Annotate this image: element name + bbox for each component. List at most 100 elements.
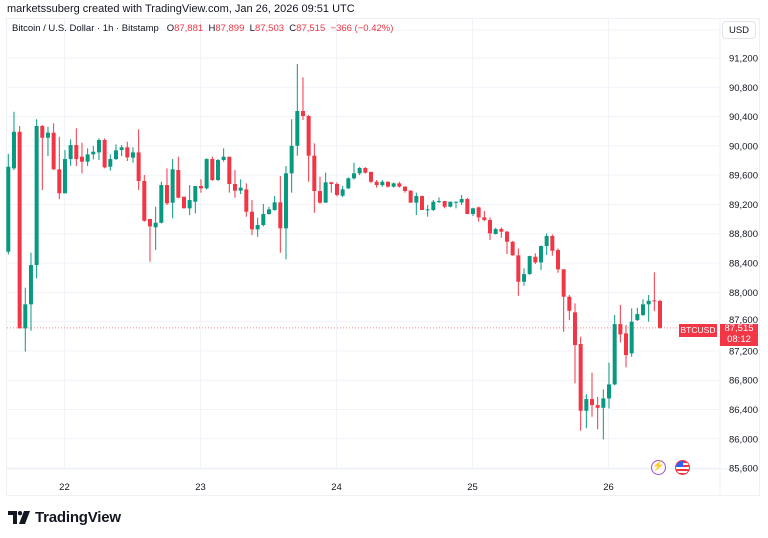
y-tick-label: 89,600 [729, 171, 758, 182]
candle-up [470, 208, 475, 215]
lightning-icon[interactable]: ⚡ [651, 460, 666, 475]
candle-up [159, 185, 164, 223]
candle-up [607, 384, 612, 399]
low-value: 87,503 [254, 23, 285, 34]
candle-up [221, 156, 226, 161]
candle-down [57, 169, 62, 194]
candle-down [408, 190, 413, 203]
ticker-label: BTCUSD [679, 323, 717, 337]
candle-down [442, 201, 447, 207]
candles [6, 64, 663, 440]
high-label: H [208, 23, 216, 34]
candle-up [448, 201, 453, 207]
candle-down [40, 126, 45, 138]
candle-up [527, 256, 532, 275]
candle-up [544, 236, 549, 247]
y-tick-label: 87,600 [729, 315, 758, 326]
candle-down [278, 202, 283, 229]
candle-down [210, 159, 215, 180]
candle-up [612, 324, 617, 385]
candle-up [255, 225, 260, 230]
candle-up [425, 209, 430, 211]
candle-down [368, 172, 373, 182]
candle-down [142, 181, 147, 221]
candle-down [17, 131, 22, 329]
candle-down [465, 199, 470, 215]
candle-down [618, 324, 623, 335]
candle-down [419, 196, 424, 211]
candle-up [584, 399, 589, 411]
x-tick-label: 23 [195, 482, 206, 493]
candle-up [641, 304, 646, 316]
y-tick-label: 86,000 [729, 434, 758, 445]
candle-down [136, 152, 141, 182]
open-value: 87,881 [174, 23, 204, 34]
y-tick-label: 90,800 [729, 83, 758, 94]
candle-down [397, 183, 402, 187]
candle-up [23, 304, 28, 329]
candle-down [306, 115, 311, 156]
last-price: 87,515 [724, 323, 754, 335]
candle-down [510, 241, 515, 256]
tradingview-logo[interactable]: TradingView [8, 509, 121, 526]
candle-up [521, 274, 526, 282]
candle-up [266, 209, 271, 215]
candle-down [561, 269, 566, 297]
candle-up [635, 314, 640, 321]
candle-down [79, 156, 84, 162]
candle-up [6, 166, 11, 252]
candle-down [487, 220, 492, 234]
candle-down [232, 184, 237, 191]
x-tick-label: 24 [331, 482, 342, 493]
low-label: L [249, 23, 255, 34]
candle-up [414, 196, 419, 203]
last-price-label: 87,515 08:12 [720, 324, 758, 346]
candle-down [385, 181, 390, 187]
high-value: 87,899 [215, 23, 245, 34]
candle-down [181, 196, 186, 209]
candle-up [153, 222, 158, 228]
candle-down [476, 207, 481, 218]
candle-down [300, 111, 305, 116]
candle-down [624, 333, 629, 356]
candle-down [198, 185, 203, 189]
candle-down [652, 300, 657, 302]
x-tick-label: 25 [467, 482, 478, 493]
candle-down [227, 156, 232, 185]
tradingview-logo-icon [8, 511, 30, 524]
candle-down [504, 231, 509, 242]
candle-down [244, 189, 249, 212]
candle-down [658, 301, 663, 328]
candle-up [108, 159, 113, 167]
candle-up [187, 200, 192, 209]
candle-up [85, 154, 90, 162]
candle-up [459, 199, 464, 203]
candle-up [629, 321, 634, 354]
candle-up [538, 246, 543, 263]
candle-down [147, 219, 152, 227]
candle-up [204, 159, 209, 189]
candle-down [573, 312, 577, 346]
close-label: C [289, 23, 297, 34]
candle-up [91, 151, 96, 155]
candle-up [62, 159, 67, 194]
candle-up [283, 173, 288, 229]
candle-down [176, 170, 181, 198]
grid [7, 18, 760, 496]
open-label: O [166, 23, 175, 34]
currency-button[interactable]: USD [722, 21, 756, 39]
y-tick-label: 86,800 [729, 376, 758, 387]
candle-down [164, 185, 169, 204]
candle-up [436, 201, 441, 203]
x-tick-label: 22 [59, 482, 70, 493]
candle-down [590, 399, 595, 406]
candle-up [380, 181, 385, 186]
y-tick-label: 91,200 [729, 54, 758, 65]
candle-down [51, 132, 56, 170]
us-flag-icon[interactable] [675, 460, 690, 475]
candle-up [28, 265, 33, 305]
candle-up [119, 147, 124, 151]
candle-up [289, 145, 294, 174]
candle-down [74, 145, 79, 160]
